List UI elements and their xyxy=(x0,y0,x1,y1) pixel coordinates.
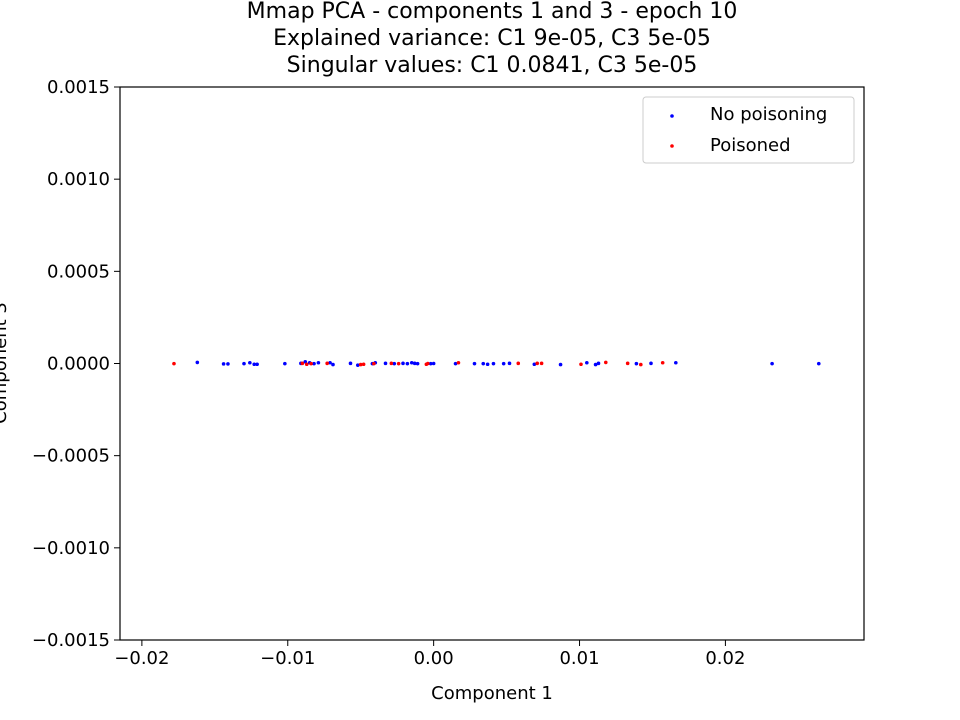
data-point xyxy=(491,361,496,366)
data-point xyxy=(358,362,363,367)
data-point xyxy=(309,361,313,366)
y-tick-label: −0.0005 xyxy=(32,446,110,467)
data-point xyxy=(348,361,353,366)
series-0-points xyxy=(195,360,821,367)
x-tick-label: −0.01 xyxy=(260,648,315,669)
data-point xyxy=(603,360,608,365)
legend: No poisoning Poisoned xyxy=(642,96,855,164)
data-point xyxy=(283,361,287,366)
data-point xyxy=(248,360,252,365)
data-point xyxy=(535,361,540,366)
data-point xyxy=(312,361,316,366)
y-tick-label: 0.0015 xyxy=(47,77,110,98)
data-point xyxy=(481,361,486,366)
data-point xyxy=(355,363,360,367)
legend-marker-poisoned xyxy=(670,144,674,148)
data-point xyxy=(405,361,410,366)
y-tick-label: 0.0010 xyxy=(47,169,110,190)
data-point xyxy=(431,361,436,366)
chart-title-line-3: Singular values: C1 0.0841, C3 5e-05 xyxy=(287,53,698,78)
data-point xyxy=(361,362,366,367)
data-point xyxy=(372,361,376,366)
data-point xyxy=(401,361,405,366)
data-point xyxy=(383,361,388,366)
data-point xyxy=(532,362,537,367)
data-point xyxy=(585,360,589,365)
data-point xyxy=(221,362,226,366)
chart-title-line-1: Mmap PCA - components 1 and 3 - epoch 10 xyxy=(247,0,738,24)
data-point xyxy=(596,361,601,366)
data-point xyxy=(331,362,335,367)
data-point xyxy=(328,360,332,365)
plot-area-frame xyxy=(119,86,865,641)
data-point xyxy=(501,361,506,366)
legend-label-poisoned: Poisoned xyxy=(710,135,791,156)
scatter-points xyxy=(172,360,821,367)
data-point xyxy=(516,361,521,366)
data-point xyxy=(316,360,321,365)
y-tick-label: −0.0015 xyxy=(32,630,110,651)
y-axis-label: Component 3 xyxy=(0,302,11,424)
y-tick-label: 0.0000 xyxy=(47,354,110,375)
data-point xyxy=(255,362,259,367)
data-point xyxy=(485,362,490,367)
y-tick-label: −0.0010 xyxy=(32,538,110,559)
y-tick-label: 0.0005 xyxy=(47,261,110,282)
data-point xyxy=(674,360,678,365)
data-point xyxy=(428,361,433,366)
chart-title-line-2: Explained variance: C1 9e-05, C3 5e-05 xyxy=(273,26,711,51)
data-point xyxy=(300,361,305,366)
data-point xyxy=(639,362,643,367)
data-point xyxy=(456,360,461,365)
legend-frame xyxy=(642,96,855,164)
x-tick-label: −0.02 xyxy=(114,648,169,669)
data-point xyxy=(325,361,329,366)
data-point xyxy=(770,361,774,366)
data-point xyxy=(392,361,397,366)
data-point xyxy=(412,361,417,366)
x-tick-label: 0.00 xyxy=(414,648,454,669)
data-point xyxy=(649,361,653,366)
data-point xyxy=(539,361,544,366)
data-point xyxy=(660,360,665,365)
data-point xyxy=(625,361,630,366)
data-point xyxy=(593,362,598,367)
data-point xyxy=(579,362,583,367)
data-point xyxy=(242,361,246,366)
axis-ticks: −0.02 −0.01 0.00 0.01 0.02 0.0015 0.0010 0.0005… xyxy=(32,77,746,669)
data-point xyxy=(389,361,394,366)
data-point xyxy=(172,361,176,366)
data-point xyxy=(558,362,563,367)
series-1-points xyxy=(172,360,665,367)
x-axis-label: Component 1 xyxy=(431,683,553,704)
data-point xyxy=(816,361,821,366)
data-point xyxy=(409,360,414,365)
x-tick-label: 0.02 xyxy=(705,648,745,669)
data-point xyxy=(426,361,430,366)
data-point xyxy=(396,361,401,366)
data-point xyxy=(415,361,420,366)
legend-label-no-poisoning: No poisoning xyxy=(710,104,827,125)
data-point xyxy=(634,361,639,366)
data-point xyxy=(472,361,477,366)
data-point xyxy=(507,361,512,366)
data-point xyxy=(252,362,257,367)
data-point xyxy=(453,361,458,366)
x-tick-label: 0.01 xyxy=(559,648,599,669)
legend-marker-no-poisoning xyxy=(670,114,674,118)
data-point xyxy=(304,362,309,367)
data-point xyxy=(226,362,230,366)
data-point xyxy=(195,360,200,365)
